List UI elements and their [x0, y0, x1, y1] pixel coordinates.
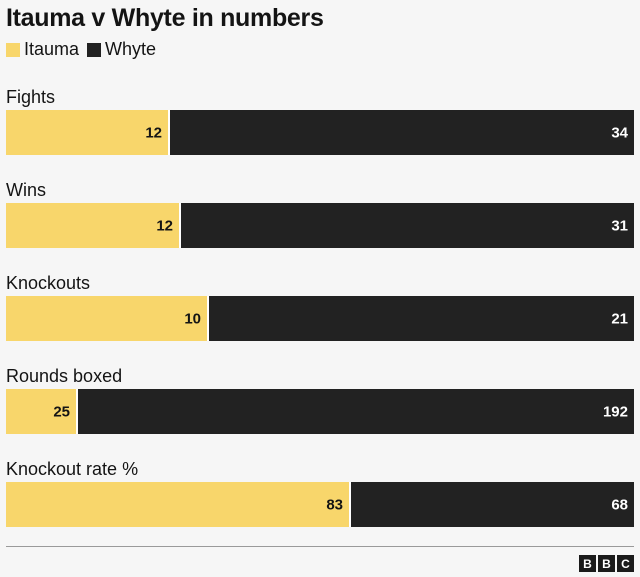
- value-label-whyte: 192: [602, 403, 628, 420]
- bar-segment-itauma: 10: [6, 296, 209, 341]
- value-label-itauma: 12: [156, 217, 173, 234]
- bar-segment-whyte: 31: [181, 203, 634, 248]
- category-label: Fights: [6, 87, 56, 107]
- value-label-itauma: 10: [184, 310, 201, 327]
- stacked-bar: 12 31: [6, 203, 634, 248]
- stacked-bar: 83 68: [6, 482, 634, 527]
- legend-item-itauma: Itauma: [6, 39, 79, 60]
- bar-segment-whyte: 34: [170, 110, 634, 155]
- category-label: Rounds boxed: [6, 366, 123, 386]
- logo-letter-c: C: [617, 555, 634, 572]
- bar-segment-whyte: 68: [351, 482, 634, 527]
- bbc-logo: B B C: [577, 555, 634, 572]
- category-label: Wins: [6, 180, 46, 200]
- legend-label-itauma: Itauma: [24, 39, 80, 59]
- value-label-whyte: 21: [611, 310, 628, 327]
- bar-segment-itauma: 83: [6, 482, 351, 527]
- stacked-bar: 25 192: [6, 389, 634, 434]
- bar-segment-itauma: 12: [6, 203, 181, 248]
- bar-segment-whyte: 192: [78, 389, 634, 434]
- legend-swatch-itauma: [6, 42, 20, 57]
- logo-letter-b1: B: [579, 555, 596, 572]
- legend-label-whyte: Whyte: [105, 39, 157, 59]
- legend: Itauma Whyte: [6, 39, 164, 60]
- bar-segment-itauma: 12: [6, 110, 170, 155]
- stacked-bar: 10 21: [6, 296, 634, 341]
- category-label: Knockouts: [6, 273, 91, 293]
- footer-divider: [6, 546, 634, 547]
- chart-title: Itauma v Whyte in numbers: [6, 4, 324, 32]
- value-label-whyte: 34: [611, 124, 628, 141]
- value-label-itauma: 83: [326, 496, 343, 513]
- value-label-itauma: 12: [145, 124, 162, 141]
- logo-letter-b2: B: [598, 555, 615, 572]
- stacked-bar: 12 34: [6, 110, 634, 155]
- bar-segment-whyte: 21: [209, 296, 634, 341]
- value-label-whyte: 31: [611, 217, 628, 234]
- bar-segment-itauma: 25: [6, 389, 78, 434]
- value-label-itauma: 25: [53, 403, 70, 420]
- category-label: Knockout rate %: [6, 459, 139, 479]
- legend-swatch-whyte: [87, 42, 102, 57]
- legend-item-whyte: Whyte: [87, 39, 156, 60]
- value-label-whyte: 68: [611, 496, 628, 513]
